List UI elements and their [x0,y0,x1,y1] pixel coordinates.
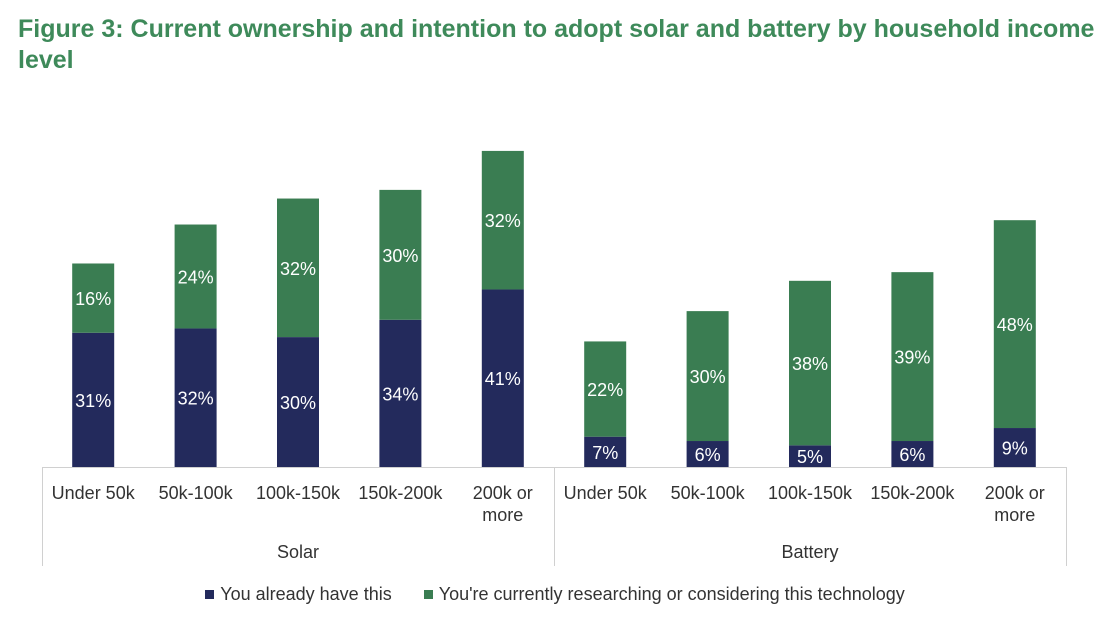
legend-item-considering: You're currently researching or consider… [423,584,905,605]
data-label-considering: 39% [894,348,930,368]
category-label: 150k-200k [870,483,955,503]
bar-considering [789,280,831,446]
data-label-considering: 32% [280,259,316,279]
bar-considering [72,263,115,333]
data-label-considering: 32% [485,211,521,231]
bar-considering [686,311,729,442]
data-label-have: 9% [1002,439,1028,459]
bar-have [584,436,627,467]
category-label: 50k-100k [671,483,746,503]
bar-have [72,332,115,467]
legend-swatch-considering [423,590,433,599]
data-label-have: 7% [592,443,618,463]
bar-have [481,289,524,467]
data-label-considering: 24% [178,267,214,287]
bar-considering [993,220,1036,429]
data-label-considering: 48% [997,315,1033,335]
bar-considering [584,341,627,437]
legend-swatch-have [205,590,215,599]
bar-have [174,328,217,467]
bar-considering [891,272,934,442]
data-label-considering: 16% [75,289,111,309]
data-label-considering: 38% [792,354,828,374]
data-label-have: 34% [382,384,418,404]
bar-considering [277,198,319,338]
data-label-have: 6% [695,445,721,465]
data-label-considering: 22% [587,380,623,400]
category-label: 100k-150k [768,483,853,503]
bar-considering [174,224,217,329]
data-label-have: 5% [797,447,823,467]
data-label-have: 32% [178,389,214,409]
data-label-have: 41% [485,369,521,389]
group-label: Battery [781,542,838,562]
bar-have [789,445,831,467]
bar-have [379,319,422,467]
data-label-have: 31% [75,391,111,411]
legend-label-have: You already have this [220,584,392,604]
bar-have [993,428,1036,467]
category-label: 150k-200k [358,483,443,503]
data-label-have: 30% [280,393,316,413]
data-label-considering: 30% [690,367,726,387]
category-label: 50k-100k [159,483,234,503]
stacked-bar-chart: 31% 16% Under 50k 32% 24% 50k-100k 30% 32% 100k-… [42,150,1067,566]
category-label: Under 50k [52,483,136,503]
data-label-have: 6% [899,445,925,465]
legend-label-considering: You're currently researching or consider… [438,584,905,604]
bar-considering [379,189,422,320]
bar-have [277,337,319,467]
bar-have [686,441,729,467]
category-label: 200k or more [985,483,1045,525]
chart-title: Figure 3: Current ownership and intentio… [18,15,1095,74]
data-label-considering: 30% [382,246,418,266]
category-label: 100k-150k [256,483,341,503]
bar-have [891,441,934,467]
legend: You already have this You're currently r… [0,584,1110,605]
bar-considering [481,150,524,290]
category-label: Under 50k [564,483,648,503]
legend-item-have: You already have this [205,584,392,605]
category-label: 200k or more [473,483,533,525]
group-label: Solar [277,542,319,562]
